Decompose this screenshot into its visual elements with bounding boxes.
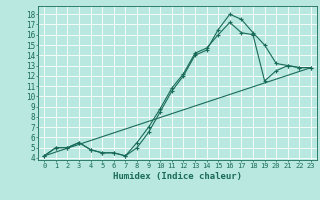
X-axis label: Humidex (Indice chaleur): Humidex (Indice chaleur) [113,172,242,181]
